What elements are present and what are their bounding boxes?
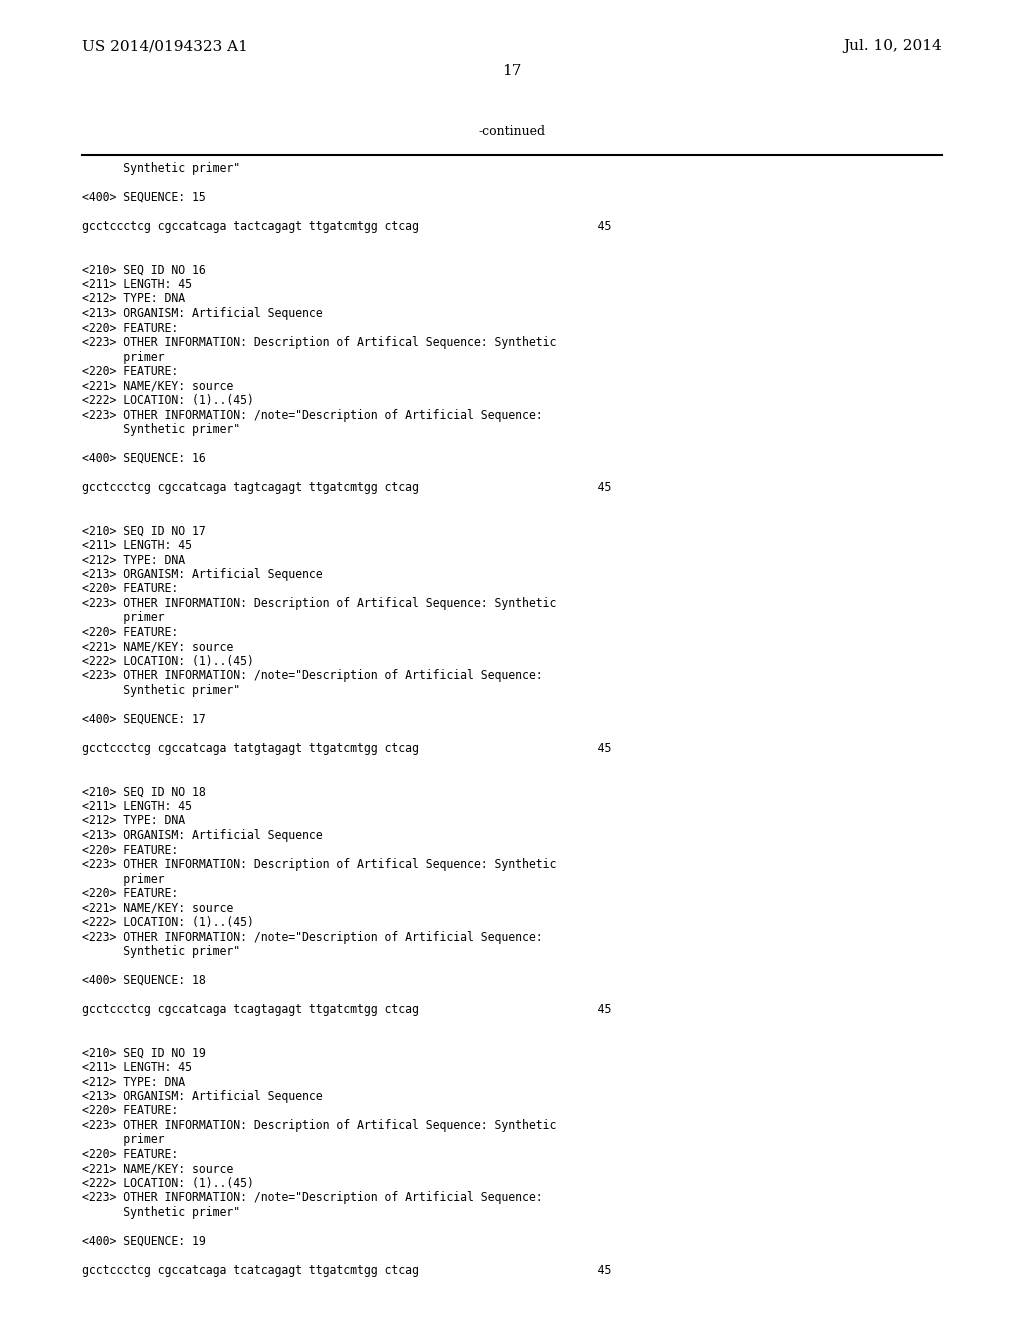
Text: <223> OTHER INFORMATION: /note="Description of Artificial Sequence:: <223> OTHER INFORMATION: /note="Descript… (82, 1192, 543, 1204)
Text: <220> FEATURE:: <220> FEATURE: (82, 887, 178, 900)
Text: <222> LOCATION: (1)..(45): <222> LOCATION: (1)..(45) (82, 1177, 254, 1191)
Text: <211> LENGTH: 45: <211> LENGTH: 45 (82, 279, 193, 290)
Text: <213> ORGANISM: Artificial Sequence: <213> ORGANISM: Artificial Sequence (82, 308, 323, 319)
Text: <223> OTHER INFORMATION: /note="Description of Artificial Sequence:: <223> OTHER INFORMATION: /note="Descript… (82, 669, 543, 682)
Text: <223> OTHER INFORMATION: /note="Description of Artificial Sequence:: <223> OTHER INFORMATION: /note="Descript… (82, 931, 543, 944)
Text: primer: primer (82, 1134, 165, 1147)
Text: <212> TYPE: DNA: <212> TYPE: DNA (82, 553, 185, 566)
Text: <223> OTHER INFORMATION: Description of Artifical Sequence: Synthetic: <223> OTHER INFORMATION: Description of … (82, 597, 556, 610)
Text: <210> SEQ ID NO 19: <210> SEQ ID NO 19 (82, 1047, 206, 1060)
Text: <223> OTHER INFORMATION: Description of Artifical Sequence: Synthetic: <223> OTHER INFORMATION: Description of … (82, 337, 556, 348)
Text: <400> SEQUENCE: 17: <400> SEQUENCE: 17 (82, 713, 206, 726)
Text: gcctccctcg cgccatcaga tcagtagagt ttgatcmtgg ctcag                          45: gcctccctcg cgccatcaga tcagtagagt ttgatcm… (82, 1003, 611, 1016)
Text: <212> TYPE: DNA: <212> TYPE: DNA (82, 293, 185, 305)
Text: <220> FEATURE:: <220> FEATURE: (82, 322, 178, 334)
Text: gcctccctcg cgccatcaga tatgtagagt ttgatcmtgg ctcag                          45: gcctccctcg cgccatcaga tatgtagagt ttgatcm… (82, 742, 611, 755)
Text: <213> ORGANISM: Artificial Sequence: <213> ORGANISM: Artificial Sequence (82, 829, 323, 842)
Text: primer: primer (82, 873, 165, 886)
Text: Synthetic primer": Synthetic primer" (82, 684, 240, 697)
Text: <400> SEQUENCE: 19: <400> SEQUENCE: 19 (82, 1236, 206, 1247)
Text: <221> NAME/KEY: source: <221> NAME/KEY: source (82, 902, 233, 915)
Text: <212> TYPE: DNA: <212> TYPE: DNA (82, 814, 185, 828)
Text: <220> FEATURE:: <220> FEATURE: (82, 1148, 178, 1162)
Text: US 2014/0194323 A1: US 2014/0194323 A1 (82, 40, 248, 53)
Text: <223> OTHER INFORMATION: Description of Artifical Sequence: Synthetic: <223> OTHER INFORMATION: Description of … (82, 858, 556, 871)
Text: <221> NAME/KEY: source: <221> NAME/KEY: source (82, 640, 233, 653)
Text: <400> SEQUENCE: 18: <400> SEQUENCE: 18 (82, 974, 206, 987)
Text: <210> SEQ ID NO 16: <210> SEQ ID NO 16 (82, 264, 206, 276)
Text: 17: 17 (503, 63, 521, 78)
Text: <210> SEQ ID NO 18: <210> SEQ ID NO 18 (82, 785, 206, 799)
Text: <211> LENGTH: 45: <211> LENGTH: 45 (82, 539, 193, 552)
Text: <211> LENGTH: 45: <211> LENGTH: 45 (82, 800, 193, 813)
Text: <210> SEQ ID NO 17: <210> SEQ ID NO 17 (82, 524, 206, 537)
Text: Jul. 10, 2014: Jul. 10, 2014 (843, 40, 942, 53)
Text: <220> FEATURE:: <220> FEATURE: (82, 1105, 178, 1118)
Text: <211> LENGTH: 45: <211> LENGTH: 45 (82, 1061, 193, 1074)
Text: primer: primer (82, 351, 165, 363)
Text: <221> NAME/KEY: source: <221> NAME/KEY: source (82, 380, 233, 392)
Text: gcctccctcg cgccatcaga tactcagagt ttgatcmtgg ctcag                          45: gcctccctcg cgccatcaga tactcagagt ttgatcm… (82, 220, 611, 234)
Text: -continued: -continued (478, 125, 546, 139)
Text: <213> ORGANISM: Artificial Sequence: <213> ORGANISM: Artificial Sequence (82, 568, 323, 581)
Text: gcctccctcg cgccatcaga tcatcagagt ttgatcmtgg ctcag                          45: gcctccctcg cgccatcaga tcatcagagt ttgatcm… (82, 1265, 611, 1276)
Text: gcctccctcg cgccatcaga tagtcagagt ttgatcmtgg ctcag                          45: gcctccctcg cgccatcaga tagtcagagt ttgatcm… (82, 480, 611, 494)
Text: <220> FEATURE:: <220> FEATURE: (82, 626, 178, 639)
Text: <400> SEQUENCE: 16: <400> SEQUENCE: 16 (82, 451, 206, 465)
Text: <221> NAME/KEY: source: <221> NAME/KEY: source (82, 1163, 233, 1176)
Text: <220> FEATURE:: <220> FEATURE: (82, 582, 178, 595)
Text: Synthetic primer": Synthetic primer" (82, 162, 240, 176)
Text: <222> LOCATION: (1)..(45): <222> LOCATION: (1)..(45) (82, 655, 254, 668)
Text: <222> LOCATION: (1)..(45): <222> LOCATION: (1)..(45) (82, 393, 254, 407)
Text: <400> SEQUENCE: 15: <400> SEQUENCE: 15 (82, 191, 206, 205)
Text: <212> TYPE: DNA: <212> TYPE: DNA (82, 1076, 185, 1089)
Text: Synthetic primer": Synthetic primer" (82, 1206, 240, 1218)
Text: <220> FEATURE:: <220> FEATURE: (82, 843, 178, 857)
Text: <220> FEATURE:: <220> FEATURE: (82, 366, 178, 378)
Text: <222> LOCATION: (1)..(45): <222> LOCATION: (1)..(45) (82, 916, 254, 929)
Text: Synthetic primer": Synthetic primer" (82, 422, 240, 436)
Text: <223> OTHER INFORMATION: Description of Artifical Sequence: Synthetic: <223> OTHER INFORMATION: Description of … (82, 1119, 556, 1133)
Text: <213> ORGANISM: Artificial Sequence: <213> ORGANISM: Artificial Sequence (82, 1090, 323, 1104)
Text: <223> OTHER INFORMATION: /note="Description of Artificial Sequence:: <223> OTHER INFORMATION: /note="Descript… (82, 408, 543, 421)
Text: primer: primer (82, 611, 165, 624)
Text: Synthetic primer": Synthetic primer" (82, 945, 240, 958)
